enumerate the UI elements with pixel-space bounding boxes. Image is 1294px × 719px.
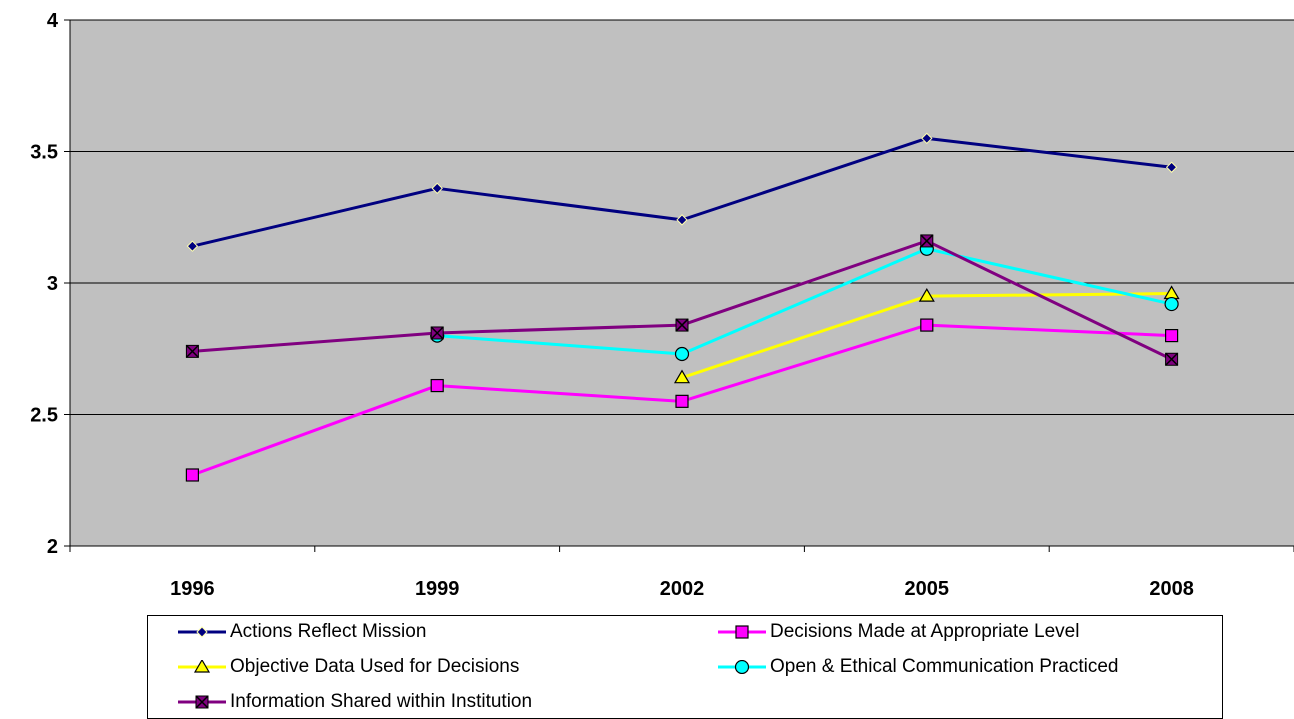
x-tick-label: 2008: [1149, 578, 1194, 600]
legend-swatch: [178, 626, 226, 638]
legend-label: Information Shared within Institution: [230, 691, 533, 712]
legend-marker: [734, 660, 750, 674]
data-point: [431, 182, 443, 195]
y-tick-label: 2: [47, 536, 58, 558]
legend-label: Open & Ethical Communication Practiced: [770, 656, 1119, 677]
data-point: [675, 394, 689, 408]
y-axis-tick-labels: 2 2.5 3 3.5 4: [30, 10, 59, 558]
legend-swatch: [718, 660, 766, 674]
y-tick-label: 4: [47, 10, 59, 32]
series-4: [185, 234, 1179, 366]
marker-cross: [1165, 352, 1179, 366]
gridlines: [70, 19, 1294, 415]
y-tick-label: 3: [47, 273, 58, 295]
legend-item-information-shared: Information Shared within Institution: [178, 690, 532, 714]
legend-item-open-ethical-communication: Open & Ethical Communication Practiced: [718, 655, 1119, 679]
data-point: [920, 318, 934, 332]
data-point: [185, 344, 199, 358]
data-point: [675, 318, 689, 332]
legend-item-actions-reflect-mission: Actions Reflect Mission: [178, 620, 426, 644]
legend-marker: [735, 625, 749, 639]
legend-swatch: [178, 695, 226, 709]
legend-marker: [193, 660, 211, 673]
series-layer: [185, 132, 1180, 482]
data-point: [1164, 329, 1179, 343]
axes: [64, 19, 1294, 552]
marker-cross: [195, 695, 209, 709]
series-line: [437, 247, 1172, 356]
data-point: [430, 326, 444, 340]
legend-label: Actions Reflect Mission: [230, 621, 427, 642]
data-point: [920, 234, 934, 248]
legend-label: Objective Data Used for Decisions: [230, 656, 520, 677]
data-point: [1164, 296, 1179, 312]
data-point: [674, 346, 690, 362]
marker-cross: [920, 234, 934, 248]
data-point: [921, 132, 933, 145]
legend: Actions Reflect Mission Decisions Made a…: [147, 615, 1223, 719]
data-point: [918, 287, 935, 302]
data-point: [676, 214, 688, 226]
series-0: [186, 132, 1178, 252]
data-point: [185, 468, 199, 482]
marker-cross: [430, 326, 444, 340]
x-tick-label: 1999: [415, 578, 460, 600]
y-tick-label: 3.5: [30, 142, 58, 164]
legend-marker: [196, 626, 208, 638]
y-tick-label: 2.5: [30, 405, 58, 427]
marker-cross: [675, 318, 689, 332]
legend-item-decisions-made: Decisions Made at Appropriate Level: [718, 620, 1079, 644]
legend-label: Decisions Made at Appropriate Level: [770, 621, 1080, 642]
data-point: [1165, 352, 1179, 366]
data-point: [1165, 161, 1178, 173]
legend-swatch: [178, 660, 226, 673]
x-tick-label: 1996: [170, 578, 215, 600]
x-axis-tick-labels: 1996 1999 2002 2005 2008: [170, 578, 1194, 600]
data-point: [673, 369, 691, 384]
x-tick-label: 2002: [660, 578, 705, 600]
marker-cross: [185, 344, 199, 358]
series-1: [185, 318, 1179, 482]
data-point: [186, 240, 199, 252]
legend-item-objective-data: Objective Data Used for Decisions: [178, 655, 519, 679]
legend-marker: [195, 695, 209, 709]
legend-swatch: [718, 625, 766, 639]
line-chart: 2 2.5 3 3.5 4 1996 1999 2002 2005 2008: [30, 10, 1294, 600]
data-point: [430, 378, 444, 393]
series-2: [673, 285, 1180, 384]
x-tick-label: 2005: [905, 578, 950, 600]
